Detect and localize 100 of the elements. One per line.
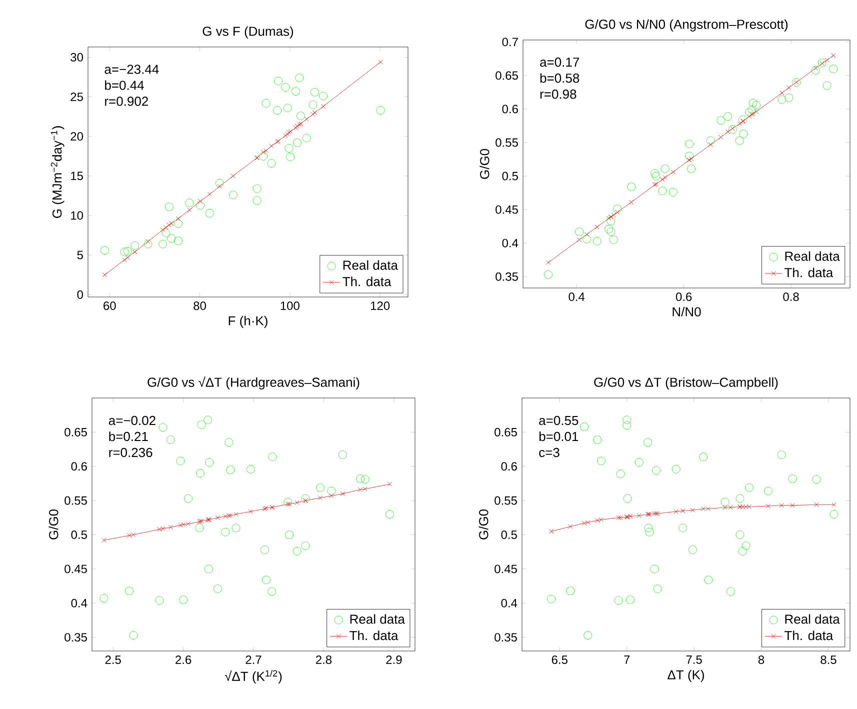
- point: [716, 116, 726, 125]
- point: [252, 196, 262, 205]
- point: [738, 116, 747, 124]
- point: [832, 502, 836, 507]
- point: [284, 144, 294, 152]
- point: [158, 423, 168, 432]
- point: [544, 270, 552, 279]
- legend-label: Th. data: [784, 268, 834, 278]
- point: [292, 138, 302, 147]
- point: [726, 587, 735, 596]
- point: [102, 538, 106, 543]
- point: [622, 416, 632, 424]
- annotation: r=0.98: [540, 90, 576, 99]
- point: [704, 576, 713, 584]
- point: [547, 594, 556, 604]
- x-tick-label: 100: [280, 302, 300, 310]
- annotation: b=0.58: [540, 73, 580, 83]
- point: [779, 503, 784, 508]
- point: [739, 130, 748, 138]
- point: [198, 198, 203, 204]
- point: [784, 93, 794, 102]
- x-tick-label: 0.8: [783, 292, 799, 302]
- annotation: a=−0.02: [108, 416, 156, 426]
- point: [586, 520, 590, 525]
- y-tick-label: 0.4: [501, 598, 518, 608]
- y-tick-label: 0.6: [501, 462, 517, 471]
- point: [160, 526, 166, 531]
- point: [215, 515, 220, 520]
- point: [582, 234, 591, 244]
- point: [320, 104, 326, 109]
- point: [594, 224, 600, 230]
- point: [724, 112, 732, 121]
- y-tick-label: 0.65: [496, 71, 518, 80]
- point: [302, 134, 311, 142]
- point: [284, 498, 292, 506]
- point: [662, 175, 668, 180]
- point: [130, 241, 140, 250]
- point: [304, 116, 309, 122]
- point: [196, 469, 204, 478]
- annotation: c=3: [539, 448, 560, 458]
- x-tick-label: 2.9: [386, 656, 402, 664]
- point: [613, 204, 622, 214]
- y-tick-label: 0.4: [71, 598, 88, 608]
- point: [283, 104, 292, 112]
- point: [830, 510, 838, 518]
- legend-label: Th. data: [784, 630, 834, 640]
- point: [338, 450, 347, 459]
- point: [778, 95, 786, 104]
- point: [264, 148, 268, 153]
- point: [185, 198, 194, 208]
- point: [283, 133, 288, 138]
- point: [286, 152, 295, 162]
- point: [310, 88, 319, 96]
- point: [248, 509, 254, 514]
- point: [592, 236, 602, 246]
- point: [155, 596, 164, 605]
- point: [575, 227, 584, 236]
- point: [157, 526, 162, 532]
- point: [593, 436, 602, 444]
- y-tick-label: 30: [70, 53, 84, 62]
- annotation: b=0.21: [109, 432, 148, 442]
- point: [232, 524, 240, 532]
- point: [580, 422, 588, 431]
- point: [674, 509, 678, 514]
- x-tick-label: 2.7: [246, 656, 262, 664]
- point: [327, 486, 336, 496]
- x-tick-label: 60: [104, 302, 116, 310]
- point: [742, 541, 750, 550]
- y-tick-label: 0.6: [71, 462, 87, 471]
- point: [777, 450, 786, 459]
- point: [129, 631, 138, 640]
- point: [122, 257, 127, 262]
- point: [546, 260, 551, 265]
- point: [312, 110, 318, 115]
- point: [728, 124, 737, 134]
- y-tick-label: 0.6: [502, 104, 518, 114]
- point: [745, 108, 754, 117]
- legend-label: Th. data: [350, 630, 398, 640]
- chart-title: G/G0 vs N/N0 (Angstrom–Prescott): [585, 19, 788, 32]
- point: [584, 232, 590, 237]
- point: [684, 140, 694, 148]
- point: [616, 470, 625, 478]
- point: [269, 144, 274, 148]
- point: [748, 98, 758, 108]
- point: [261, 150, 266, 155]
- point: [736, 494, 744, 503]
- y-tick-label: 20: [70, 132, 84, 141]
- point: [246, 464, 255, 474]
- point: [660, 177, 665, 182]
- x-tick-label: 6.5: [552, 656, 568, 664]
- point: [622, 421, 632, 430]
- point: [645, 528, 654, 536]
- point: [660, 164, 670, 173]
- legend-label: Real data: [785, 251, 840, 261]
- point: [215, 178, 224, 188]
- y-tick-label: 0.55: [494, 496, 517, 505]
- point: [205, 458, 214, 466]
- point: [226, 466, 235, 474]
- annotation: a=0.17: [540, 58, 580, 67]
- point: [744, 483, 754, 492]
